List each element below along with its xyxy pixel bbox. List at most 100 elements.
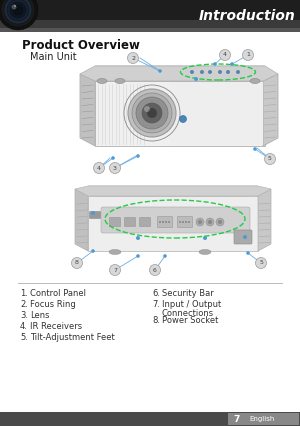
Circle shape [1,0,35,27]
Circle shape [7,0,29,21]
Text: Focus Ring: Focus Ring [30,300,76,309]
Text: 1.: 1. [20,289,28,298]
Circle shape [200,70,204,74]
Circle shape [213,62,217,66]
Circle shape [159,221,161,223]
Ellipse shape [97,78,107,83]
Circle shape [265,153,275,164]
Text: 5.: 5. [20,333,28,342]
Text: 2.: 2. [20,300,28,309]
FancyBboxPatch shape [228,413,299,425]
Circle shape [136,97,168,129]
Text: 4.: 4. [20,322,28,331]
Circle shape [163,254,167,258]
Circle shape [110,265,121,276]
Polygon shape [263,74,278,146]
FancyBboxPatch shape [178,216,193,227]
Bar [0,0,300,20]
Circle shape [246,251,250,255]
Circle shape [208,220,212,224]
Circle shape [149,265,161,276]
Circle shape [230,62,234,66]
Bar [0,412,300,426]
FancyBboxPatch shape [140,218,151,227]
Text: 6.: 6. [152,289,160,298]
Circle shape [182,221,184,223]
Text: 6: 6 [153,268,157,273]
Circle shape [218,220,222,224]
Circle shape [91,211,95,215]
Text: 8: 8 [75,261,79,265]
Circle shape [4,0,32,24]
Circle shape [71,257,82,268]
Text: Lens: Lens [30,311,50,320]
Circle shape [162,221,164,223]
FancyBboxPatch shape [124,218,136,227]
Text: 7: 7 [234,414,240,423]
Text: 3: 3 [113,165,117,170]
Text: 4: 4 [223,52,227,58]
Circle shape [110,162,121,173]
Polygon shape [88,196,258,251]
Polygon shape [75,186,271,196]
Circle shape [94,162,104,173]
Text: Input / Output: Input / Output [162,300,221,309]
Polygon shape [95,81,265,146]
Text: 1: 1 [246,52,250,58]
Circle shape [136,236,140,240]
Text: IR Receivers: IR Receivers [30,322,82,331]
Polygon shape [80,66,278,81]
Circle shape [13,5,23,15]
Circle shape [242,49,253,60]
Circle shape [206,218,214,226]
Circle shape [198,220,202,224]
Circle shape [253,147,257,151]
Text: 8.: 8. [152,316,160,325]
Text: Product Overview: Product Overview [22,39,140,52]
Text: Control Panel: Control Panel [30,289,86,298]
Circle shape [220,49,230,60]
Circle shape [165,221,167,223]
Text: 5: 5 [268,156,272,161]
Circle shape [144,106,150,112]
Circle shape [185,221,187,223]
Circle shape [216,218,224,226]
Text: 7: 7 [113,268,117,273]
Text: Introduction: Introduction [198,9,295,23]
Circle shape [91,249,95,253]
Circle shape [147,108,157,118]
FancyBboxPatch shape [101,207,250,233]
Circle shape [111,156,115,160]
Circle shape [14,5,16,7]
Ellipse shape [115,78,125,83]
Text: 3.: 3. [20,311,28,320]
Polygon shape [258,189,271,251]
Circle shape [128,52,139,63]
Circle shape [142,103,162,123]
Circle shape [196,218,204,226]
Circle shape [11,5,16,9]
Circle shape [179,115,187,123]
Bar [0,28,300,32]
Circle shape [188,221,190,223]
Circle shape [10,2,26,18]
Text: Connections: Connections [162,309,214,318]
Circle shape [136,154,140,158]
FancyBboxPatch shape [89,211,100,219]
Text: 2: 2 [131,55,135,60]
Circle shape [236,70,240,74]
Circle shape [194,77,198,81]
Text: English: English [249,416,275,422]
Circle shape [128,89,176,137]
FancyBboxPatch shape [234,230,252,244]
Circle shape [0,0,38,30]
Circle shape [226,70,230,74]
Text: 4: 4 [97,165,101,170]
FancyBboxPatch shape [158,216,172,227]
Circle shape [256,257,266,268]
Text: 7.: 7. [152,300,160,309]
Circle shape [136,254,140,258]
Polygon shape [75,189,88,251]
Circle shape [208,70,212,74]
FancyBboxPatch shape [110,218,121,227]
